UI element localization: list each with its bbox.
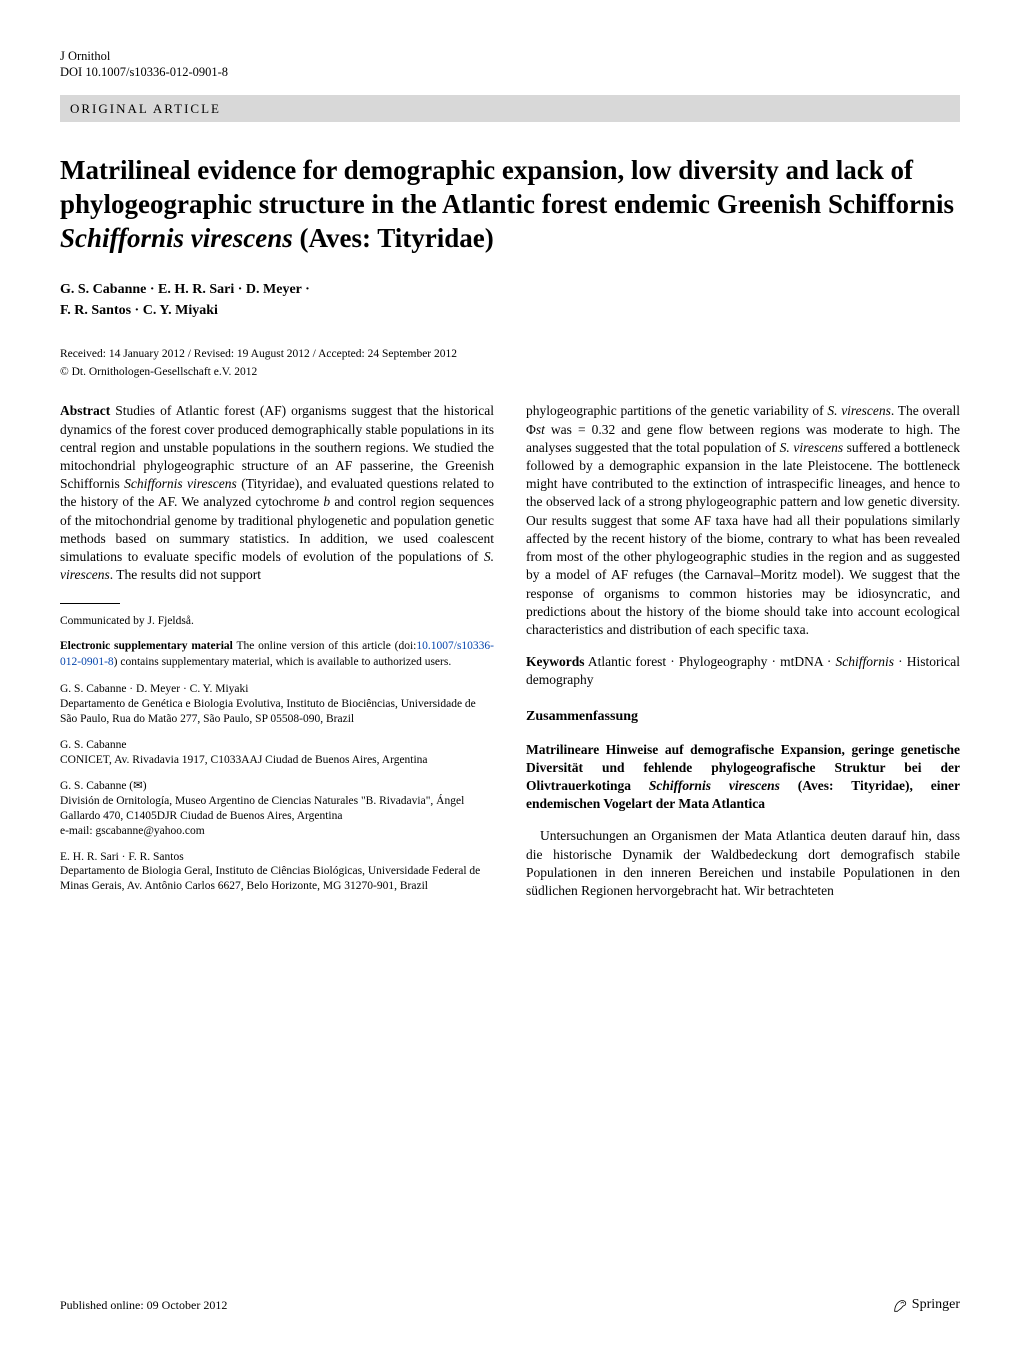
abstract-species-1: Schiffornis virescens: [124, 476, 237, 491]
page-footer: Published online: 09 October 2012 Spring…: [60, 1296, 960, 1315]
published-online: Published online: 09 October 2012: [60, 1297, 227, 1313]
zusammenfassung-body: Untersuchungen an Organismen der Mata At…: [526, 827, 960, 900]
article-title: Matrilineal evidence for demographic exp…: [60, 154, 960, 255]
journal-name: J Ornithol: [60, 48, 960, 64]
title-species: Schiffornis virescens: [60, 223, 293, 253]
abstract-phist: st: [536, 422, 545, 437]
dates-line: Received: 14 January 2012 / Revised: 19 …: [60, 347, 960, 363]
supp-post: ) contains supplementary material, which…: [114, 656, 452, 668]
keywords-block: Keywords Atlantic forest · Phylogeograph…: [526, 653, 960, 689]
abstract-label: Abstract: [60, 403, 110, 418]
abstract-continuation: phylogeographic partitions of the geneti…: [526, 402, 960, 639]
authors-line-2: F. R. Santos · C. Y. Miyaki: [60, 300, 960, 321]
doi-line: DOI 10.1007/s10336-012-0901-8: [60, 64, 960, 80]
springer-logo: Springer: [892, 1296, 960, 1315]
springer-text: Springer: [912, 1296, 960, 1315]
affil-4-lines: Departamento de Biologia Geral, Institut…: [60, 864, 494, 894]
abstract-block: Abstract Studies of Atlantic forest (AF)…: [60, 402, 494, 584]
copyright-line: © Dt. Ornithologen-Gesellschaft e.V. 201…: [60, 365, 960, 381]
article-type-bar: ORIGINAL ARTICLE: [60, 95, 960, 123]
zusam-title-species: Schiffornis virescens: [649, 778, 780, 793]
affiliation-3: G. S. Cabanne (✉) División de Ornitologí…: [60, 779, 494, 839]
affil-3-authors: G. S. Cabanne (✉): [60, 779, 494, 794]
title-text: Matrilineal evidence for demographic exp…: [60, 155, 954, 219]
journal-header: J Ornithol DOI 10.1007/s10336-012-0901-8: [60, 48, 960, 81]
affil-3-email: e-mail: gscabanne@yahoo.com: [60, 824, 494, 839]
affiliation-2: G. S. Cabanne CONICET, Av. Rivadavia 191…: [60, 738, 494, 768]
abstract-right-d: suffered a bottleneck followed by a demo…: [526, 440, 960, 637]
abstract-right-a: phylogeographic partitions of the geneti…: [526, 403, 827, 418]
supp-pre: The online version of this article (doi:: [233, 640, 417, 652]
keywords-species: Schiffornis: [836, 654, 895, 669]
two-column-layout: Abstract Studies of Atlantic forest (AF)…: [60, 402, 960, 905]
zusammenfassung-title: Matrilineare Hinweise auf demografische …: [526, 741, 960, 814]
title-suffix: (Aves: Tityridae): [293, 223, 494, 253]
communicated-rule: [60, 603, 120, 604]
affil-2-authors: G. S. Cabanne: [60, 738, 494, 753]
affiliation-4: E. H. R. Sari · F. R. Santos Departament…: [60, 850, 494, 895]
abstract-text-4: . The results did not support: [110, 567, 261, 582]
affil-1-authors: G. S. Cabanne · D. Meyer · C. Y. Miyaki: [60, 682, 494, 697]
author-list: G. S. Cabanne · E. H. R. Sari · D. Meyer…: [60, 279, 960, 321]
supplementary-block: Electronic supplementary material The on…: [60, 639, 494, 670]
affil-1-lines: Departamento de Genética e Biologia Evol…: [60, 697, 494, 727]
keywords-label: Keywords: [526, 654, 585, 669]
right-column: phylogeographic partitions of the geneti…: [526, 402, 960, 905]
supp-label: Electronic supplementary material: [60, 640, 233, 652]
affil-3-lines: División de Ornitología, Museo Argentino…: [60, 794, 494, 824]
keywords-text-1: Atlantic forest · Phylogeography · mtDNA…: [585, 654, 836, 669]
authors-line-1: G. S. Cabanne · E. H. R. Sari · D. Meyer…: [60, 279, 960, 300]
affil-2-lines: CONICET, Av. Rivadavia 1917, C1033AAJ Ci…: [60, 753, 494, 768]
affil-4-authors: E. H. R. Sari · F. R. Santos: [60, 850, 494, 865]
zusam-body-text: Untersuchungen an Organismen der Mata At…: [526, 827, 960, 900]
abstract-species-4: S. virescens: [780, 440, 843, 455]
spacer: [526, 639, 960, 653]
springer-horse-icon: [892, 1298, 908, 1314]
communicated-by: Communicated by J. Fjeldså.: [60, 614, 494, 630]
zusammenfassung-heading: Zusammenfassung: [526, 708, 960, 727]
left-column: Abstract Studies of Atlantic forest (AF)…: [60, 402, 494, 905]
affiliation-1: G. S. Cabanne · D. Meyer · C. Y. Miyaki …: [60, 682, 494, 727]
abstract-species-3: S. virescens: [827, 403, 891, 418]
